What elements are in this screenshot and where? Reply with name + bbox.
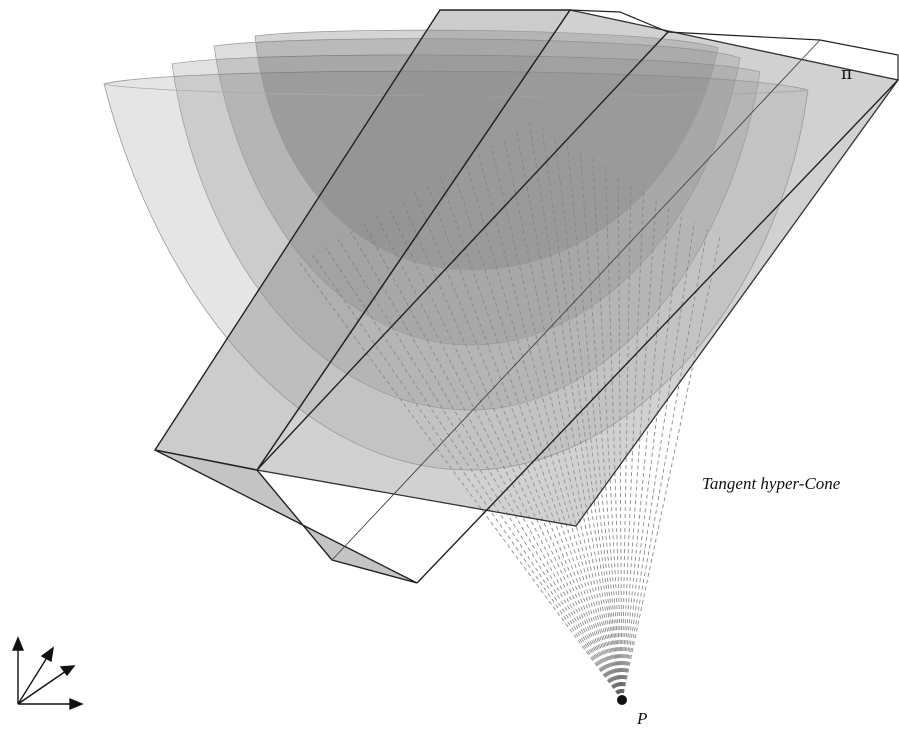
plane-top-edge xyxy=(569,9,899,80)
paraboloid-surfaces xyxy=(103,29,809,471)
cone-ray xyxy=(465,160,623,701)
cone-ray xyxy=(621,189,645,701)
paraboloid-rim xyxy=(103,83,809,97)
tangent-plane xyxy=(153,9,899,584)
cone-ray xyxy=(566,142,623,701)
apex-point xyxy=(617,695,627,705)
cone-ray xyxy=(621,181,632,701)
tangent-cone-rays xyxy=(299,121,721,701)
cone-ray xyxy=(312,254,623,701)
cone-ray xyxy=(439,176,623,701)
cone-ray xyxy=(621,229,708,701)
cone-ray xyxy=(621,213,683,701)
cone-ray xyxy=(621,205,670,701)
paraboloid-surface-3 xyxy=(213,38,741,346)
cone-ray xyxy=(363,223,623,701)
cone-ray xyxy=(401,199,623,701)
apex-label: P xyxy=(637,709,648,728)
cone-ray xyxy=(325,246,623,701)
cone-ray xyxy=(621,236,721,701)
cone-ray xyxy=(337,239,623,701)
cone-ray xyxy=(541,126,623,701)
cone-ray xyxy=(350,231,623,701)
cone-ray xyxy=(554,134,623,701)
cone-ray xyxy=(477,152,623,701)
plane-ridge-line xyxy=(256,31,669,471)
paraboloid-surface-outer xyxy=(103,70,809,471)
cone-label: Tangent hyper-Cone xyxy=(702,474,841,493)
cone-ray xyxy=(617,173,623,701)
paraboloid-surface-2 xyxy=(171,54,761,411)
cone-ray xyxy=(503,136,623,701)
cone-ray xyxy=(621,221,695,701)
cone-ray xyxy=(414,191,623,701)
plane-bottom-edge xyxy=(416,79,899,584)
plane-inner-line xyxy=(331,39,821,561)
cone-ray xyxy=(605,166,623,701)
cone-ray xyxy=(579,150,623,701)
cone-ray xyxy=(452,168,623,701)
axes-icon xyxy=(11,636,84,711)
cone-ray xyxy=(426,184,623,701)
plane-label: π xyxy=(841,64,853,84)
cone-ray xyxy=(515,128,623,701)
paraboloid-surface-inner xyxy=(254,29,719,271)
